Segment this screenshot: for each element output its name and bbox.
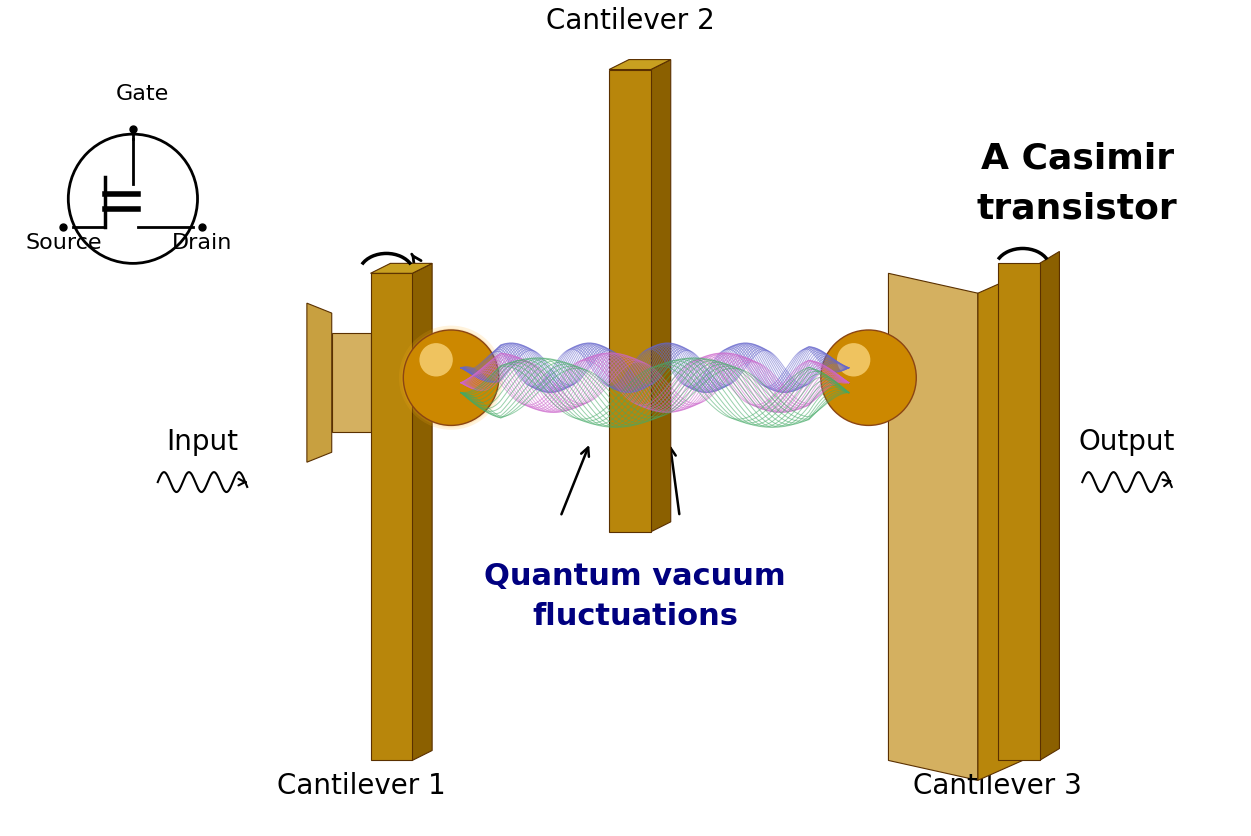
Circle shape: [432, 359, 459, 385]
Circle shape: [439, 372, 458, 391]
Circle shape: [419, 343, 453, 376]
Circle shape: [418, 348, 482, 412]
Text: fluctuations: fluctuations: [532, 602, 738, 631]
Text: transistor: transistor: [977, 191, 1177, 226]
Circle shape: [438, 364, 450, 378]
Circle shape: [412, 338, 488, 415]
Circle shape: [427, 353, 467, 393]
Circle shape: [821, 330, 916, 426]
Circle shape: [399, 325, 503, 430]
Circle shape: [427, 359, 472, 403]
Circle shape: [420, 348, 474, 401]
Circle shape: [423, 350, 470, 398]
Circle shape: [437, 370, 460, 394]
Circle shape: [403, 330, 499, 426]
Circle shape: [415, 345, 484, 414]
Circle shape: [422, 349, 473, 400]
Circle shape: [440, 367, 447, 373]
Circle shape: [429, 356, 462, 389]
Polygon shape: [609, 69, 651, 532]
Circle shape: [425, 356, 474, 405]
Text: Drain: Drain: [173, 233, 233, 253]
Circle shape: [415, 342, 482, 409]
Polygon shape: [1040, 252, 1060, 761]
Circle shape: [420, 347, 475, 402]
Circle shape: [438, 365, 450, 376]
Circle shape: [414, 341, 483, 410]
Circle shape: [837, 343, 871, 376]
Circle shape: [407, 334, 495, 423]
Circle shape: [409, 336, 490, 416]
Circle shape: [425, 352, 468, 395]
Polygon shape: [651, 59, 671, 532]
Circle shape: [410, 339, 490, 419]
Circle shape: [423, 353, 477, 407]
Circle shape: [434, 361, 455, 382]
Text: Quantum vacuum: Quantum vacuum: [484, 563, 786, 591]
Circle shape: [425, 351, 469, 395]
Circle shape: [442, 375, 455, 390]
Text: Output: Output: [1078, 428, 1175, 456]
Circle shape: [408, 337, 493, 421]
Circle shape: [423, 349, 472, 399]
Circle shape: [418, 344, 479, 405]
Text: A Casimir: A Casimir: [981, 142, 1173, 176]
Polygon shape: [888, 273, 978, 780]
Circle shape: [435, 363, 453, 380]
Circle shape: [414, 340, 484, 411]
Circle shape: [434, 367, 463, 396]
Polygon shape: [370, 273, 413, 761]
Circle shape: [404, 331, 498, 425]
Text: Input: Input: [166, 428, 239, 456]
Polygon shape: [998, 263, 1040, 761]
Circle shape: [407, 334, 494, 421]
Circle shape: [427, 354, 465, 392]
Circle shape: [428, 354, 464, 391]
Circle shape: [408, 334, 492, 419]
Circle shape: [419, 346, 477, 403]
Polygon shape: [413, 263, 432, 761]
Circle shape: [432, 364, 465, 398]
Circle shape: [417, 343, 480, 408]
Circle shape: [410, 337, 489, 415]
Circle shape: [434, 360, 457, 383]
Polygon shape: [306, 303, 332, 462]
Text: Cantilever 1: Cantilever 1: [278, 772, 445, 800]
Circle shape: [444, 378, 453, 387]
Circle shape: [433, 359, 458, 385]
Circle shape: [413, 342, 487, 416]
Circle shape: [429, 355, 463, 390]
Circle shape: [420, 350, 479, 410]
Circle shape: [435, 362, 454, 381]
Circle shape: [405, 333, 495, 422]
Circle shape: [440, 366, 448, 375]
Polygon shape: [332, 333, 370, 432]
Circle shape: [409, 335, 490, 418]
Text: Cantilever 2: Cantilever 2: [545, 7, 714, 35]
Text: Source: Source: [25, 233, 101, 253]
Circle shape: [432, 358, 460, 386]
Circle shape: [408, 334, 493, 420]
Circle shape: [417, 344, 480, 406]
Circle shape: [418, 345, 478, 405]
Circle shape: [413, 339, 485, 412]
Circle shape: [439, 366, 449, 375]
Text: Gate: Gate: [116, 84, 169, 104]
Circle shape: [402, 329, 500, 427]
Circle shape: [412, 339, 487, 413]
Text: Cantilever 3: Cantilever 3: [913, 772, 1082, 800]
Circle shape: [403, 330, 499, 426]
Circle shape: [443, 369, 444, 371]
Polygon shape: [370, 263, 432, 273]
Circle shape: [430, 357, 460, 388]
Circle shape: [429, 361, 469, 400]
Circle shape: [405, 332, 497, 423]
Polygon shape: [609, 59, 671, 69]
Circle shape: [437, 364, 452, 379]
Circle shape: [424, 350, 470, 396]
Polygon shape: [978, 273, 1022, 780]
Circle shape: [404, 331, 498, 426]
Circle shape: [442, 368, 445, 372]
